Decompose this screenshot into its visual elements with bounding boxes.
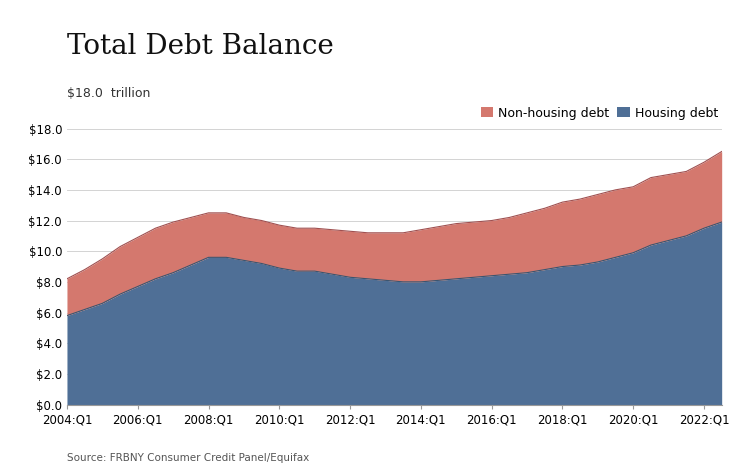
- Legend: Non-housing debt, Housing debt: Non-housing debt, Housing debt: [476, 101, 723, 125]
- Text: $18.0  trillion: $18.0 trillion: [67, 87, 150, 100]
- Text: Source: FRBNY Consumer Credit Panel/Equifax: Source: FRBNY Consumer Credit Panel/Equi…: [67, 452, 310, 463]
- Text: Total Debt Balance: Total Debt Balance: [67, 33, 334, 60]
